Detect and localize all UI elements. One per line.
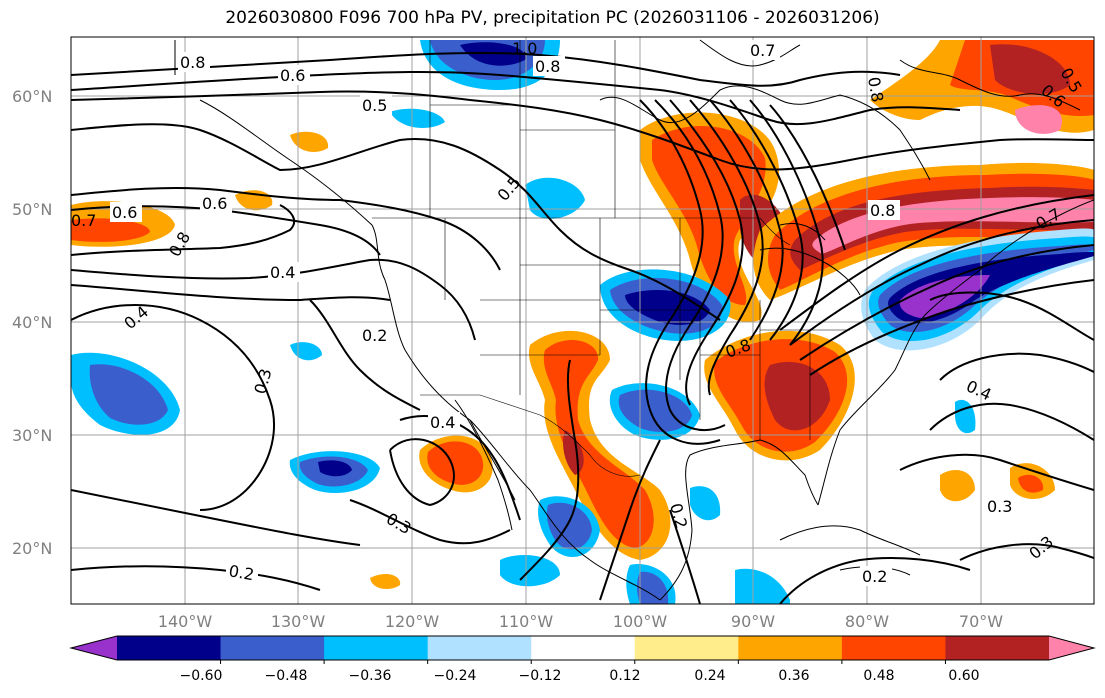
colorbar-segment <box>427 636 532 660</box>
positive-anomaly-area <box>427 441 484 485</box>
latitude-axis: 60°N 50°N 40°N 30°N 20°N <box>12 87 52 558</box>
longitude-label: 90°W <box>731 612 775 631</box>
longitude-label: 70°W <box>959 612 1003 631</box>
contour-label: 0.7 <box>750 41 775 60</box>
longitude-label: 110°W <box>499 612 554 631</box>
latitude-label: 30°N <box>12 426 52 445</box>
colorbar-segment <box>117 636 222 660</box>
contour-label: 0.5 <box>362 96 387 115</box>
colorbar-tick-marks <box>220 660 946 664</box>
latitude-label: 60°N <box>12 87 52 106</box>
colorbar-tick-label: −0.60 <box>180 668 223 684</box>
contour-label: 0.8 <box>864 75 887 103</box>
contour-label: 0.8 <box>535 57 560 76</box>
contour-label: 0.7 <box>71 211 96 230</box>
contour-label: 0.8 <box>180 53 205 72</box>
negative-anomaly-area <box>89 364 168 425</box>
longitude-label: 120°W <box>385 612 440 631</box>
map-frame <box>70 36 1095 605</box>
longitude-label: 140°W <box>158 612 213 631</box>
latitude-label: 20°N <box>12 539 52 558</box>
contour-label: 0.6 <box>202 194 227 213</box>
colorbar-segment <box>841 636 946 660</box>
negative-anomaly-area <box>318 460 352 477</box>
colorbar-tick-label: −0.36 <box>349 668 392 684</box>
colorbar-extend-min <box>71 636 117 660</box>
positive-anomaly-area <box>370 574 401 590</box>
negative-anomaly-area <box>899 275 990 318</box>
negative-anomaly-area <box>618 389 692 432</box>
colorbar-tick-label: 0.60 <box>948 668 979 684</box>
longitude-label: 100°W <box>613 612 668 631</box>
positive-anomaly-area <box>990 44 1070 95</box>
colorbar-tick-label: −0.24 <box>434 668 477 684</box>
contour-label: 0.6 <box>280 66 305 85</box>
positive-anomaly-area <box>764 361 830 431</box>
colorbar-tick-label: 0.12 <box>609 668 640 684</box>
negative-anomaly-area <box>690 486 721 521</box>
colorbar-extend-max <box>1049 636 1094 660</box>
contour-label: 0.2 <box>227 561 255 584</box>
map-title: 2026030800 F096 700 hPa PV, precipitatio… <box>225 8 880 28</box>
latitude-label: 40°N <box>12 313 52 332</box>
colorbar-tick-label: 0.24 <box>694 668 725 684</box>
longitude-axis: 140°W 130°W 120°W 110°W 100°W 90°W 80°W … <box>158 612 1003 631</box>
positive-anomaly-area <box>1015 105 1062 134</box>
political-borders <box>372 40 850 477</box>
colorbar-segment <box>324 636 429 660</box>
colorbar-tick-label: −0.48 <box>265 668 308 684</box>
contour-label: 0.4 <box>270 263 295 282</box>
colorbar-segment <box>738 636 843 660</box>
contour-label: 0.8 <box>870 201 895 220</box>
contour-label: 0.3 <box>987 497 1012 516</box>
positive-anomaly-area <box>71 218 150 242</box>
contour-label: 1.0 <box>512 39 537 58</box>
colorbar-segment <box>220 636 325 660</box>
negative-anomaly-area <box>955 399 976 434</box>
colorbar-segment <box>531 636 636 660</box>
positive-anomaly-area <box>940 470 975 502</box>
contour-label: 0.2 <box>862 567 887 586</box>
negative-anomaly-area <box>735 568 790 604</box>
colorbar-tick-label: −0.12 <box>519 668 562 684</box>
contour-label: 0.2 <box>362 326 387 345</box>
longitude-label: 130°W <box>271 612 326 631</box>
colorbar-tick-label: 0.36 <box>778 668 809 684</box>
colorbar-segment <box>945 636 1050 660</box>
positive-anomaly-area <box>1018 474 1044 493</box>
positive-anomaly-area <box>543 339 654 548</box>
contour-label: 0.6 <box>112 203 137 222</box>
graticule <box>71 37 1094 604</box>
latitude-label: 50°N <box>12 200 52 219</box>
positive-anomaly-area <box>290 131 329 152</box>
colorbar-outline <box>69 635 1096 661</box>
contour-label: 0.4 <box>430 413 455 432</box>
longitude-label: 80°W <box>845 612 889 631</box>
colorbar-tick-label: 0.48 <box>863 668 894 684</box>
negative-anomaly-area <box>390 108 445 128</box>
positive-anomaly-area <box>652 126 766 305</box>
negative-anomaly-area <box>637 571 669 604</box>
colorbar-segment <box>634 636 739 660</box>
colorbar: −0.60 −0.48 −0.36 −0.24 −0.12 0.12 0.24 … <box>69 635 1096 684</box>
